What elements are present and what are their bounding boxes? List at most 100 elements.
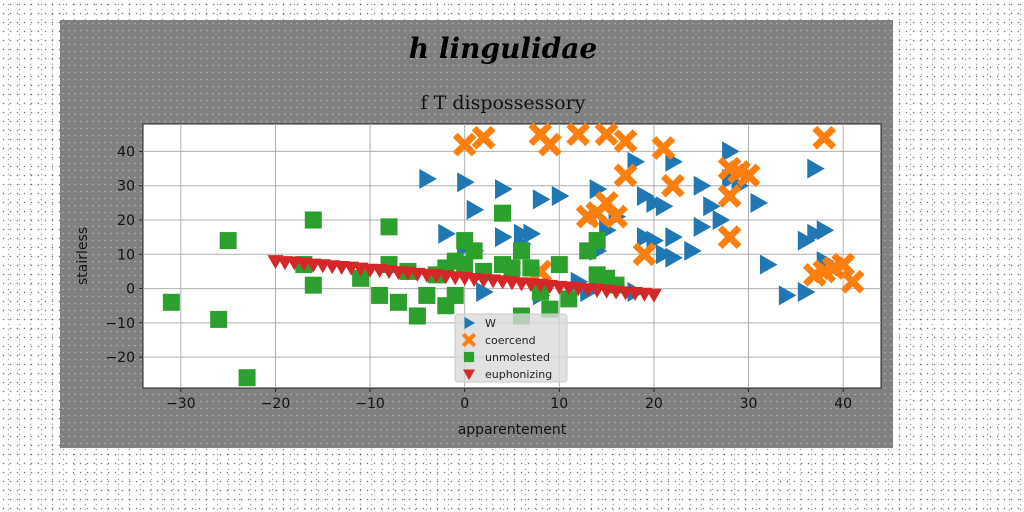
marker-W <box>438 223 456 244</box>
marker-W <box>419 168 437 189</box>
marker-unmolested <box>238 369 256 387</box>
figure: h lingulidae f T dispossessory −30 −20 −10… <box>60 20 893 448</box>
y-tick-label: −20 <box>105 350 135 366</box>
marker-unmolested <box>446 252 464 270</box>
y-tick-label: 40 <box>117 144 135 160</box>
marker-coercend <box>821 256 846 280</box>
marker-unmolested <box>494 204 512 222</box>
x-tick-label: −30 <box>166 396 196 412</box>
y-tick-label: 0 <box>126 282 135 298</box>
marker-W <box>589 179 608 200</box>
x-axis-ticks: −30 −20 −10 0 10 20 30 40 <box>166 388 852 412</box>
marker-coercend <box>471 125 496 150</box>
marker-coercend <box>566 122 591 147</box>
marker-W <box>759 254 778 275</box>
marker-W <box>532 189 551 210</box>
marker-coercend <box>575 204 600 229</box>
marker-coercend <box>613 163 638 188</box>
x-tick-label: −10 <box>355 396 385 412</box>
marker-unmolested <box>522 259 540 277</box>
marker-unmolested <box>304 276 322 294</box>
marker-W <box>646 192 664 213</box>
marker-coercend <box>452 132 477 157</box>
x-tick-label: 0 <box>460 396 469 412</box>
x-tick-label: 20 <box>645 396 663 412</box>
marker-W <box>797 230 816 251</box>
legend-label-unmolested: unmolested <box>485 351 550 364</box>
data-markers <box>162 122 865 387</box>
marker-coercend <box>717 184 742 208</box>
y-tick-label: −10 <box>105 316 135 332</box>
marker-unmolested <box>352 269 370 287</box>
marker-W <box>703 196 721 217</box>
y-tick-label: 10 <box>117 247 135 263</box>
series-euphonizing-markers <box>267 255 662 303</box>
marker-coercend <box>717 225 742 250</box>
marker-coercend <box>812 125 837 150</box>
x-tick-label: 30 <box>740 396 758 412</box>
marker-coercend <box>660 173 685 198</box>
legend-marker-coercend <box>461 332 477 348</box>
series-coercend-markers <box>452 122 865 294</box>
scatter-chart: h lingulidae f T dispossessory −30 −20 −10… <box>75 32 882 438</box>
marker-W <box>684 240 702 261</box>
marker-unmolested <box>512 242 530 260</box>
y-tick-label: 30 <box>117 179 135 195</box>
marker-euphonizing <box>645 288 662 303</box>
marker-W <box>693 175 712 196</box>
marker-W <box>750 192 768 213</box>
x-tick-label: 40 <box>834 396 852 412</box>
marker-W <box>457 172 475 193</box>
marker-coercend <box>632 242 657 267</box>
legend-label-coercend: coercend <box>485 334 536 347</box>
marker-unmolested <box>588 232 606 250</box>
legend-marker-W <box>464 317 475 329</box>
marker-W <box>712 210 731 230</box>
marker-unmolested <box>550 256 568 274</box>
marker-unmolested <box>210 310 228 328</box>
marker-coercend <box>613 129 638 154</box>
marker-W <box>722 141 740 162</box>
x-tick-label: 10 <box>550 396 568 412</box>
chart-title: f T dispossessory <box>421 92 586 114</box>
marker-unmolested <box>389 293 407 311</box>
figure-suptitle: h lingulidae <box>409 32 597 65</box>
marker-W <box>693 216 712 237</box>
marker-W <box>665 227 683 248</box>
marker-W <box>523 223 541 244</box>
marker-W <box>476 282 494 302</box>
marker-W <box>495 227 513 248</box>
x-axis-label: apparentement <box>458 422 567 438</box>
marker-W <box>655 196 674 217</box>
marker-unmolested <box>541 300 559 318</box>
marker-coercend <box>537 132 562 157</box>
marker-unmolested <box>560 290 578 308</box>
marker-unmolested <box>371 286 389 304</box>
marker-W <box>778 285 797 306</box>
marker-coercend <box>604 204 628 229</box>
marker-unmolested <box>162 293 180 311</box>
marker-unmolested <box>446 286 464 304</box>
marker-W <box>807 158 825 179</box>
marker-W <box>807 223 825 244</box>
legend-marker-unmolested <box>463 351 475 363</box>
marker-unmolested <box>503 259 521 277</box>
legend-marker-euphonizing <box>463 369 475 380</box>
marker-unmolested <box>408 307 426 325</box>
marker-coercend <box>736 163 761 188</box>
marker-W <box>466 199 485 220</box>
marker-unmolested <box>380 218 398 236</box>
marker-coercend <box>651 136 676 160</box>
marker-coercend <box>840 269 865 294</box>
marker-unmolested <box>304 211 322 229</box>
marker-W <box>655 244 674 265</box>
marker-coercend <box>594 122 619 147</box>
legend-label-W: W <box>485 317 496 330</box>
marker-W <box>636 227 655 248</box>
legend-label-euphonizing: euphonizing <box>485 368 552 381</box>
marker-unmolested <box>418 286 436 304</box>
x-tick-label: −20 <box>261 396 291 412</box>
y-axis-label: stairless <box>75 227 91 285</box>
marker-W <box>495 179 513 200</box>
